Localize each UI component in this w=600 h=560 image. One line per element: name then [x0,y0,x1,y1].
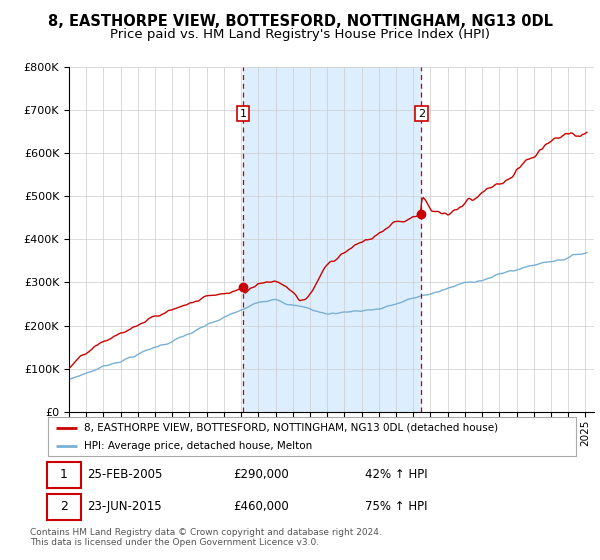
Text: 1: 1 [60,468,68,481]
Text: 8, EASTHORPE VIEW, BOTTESFORD, NOTTINGHAM, NG13 0DL (detached house): 8, EASTHORPE VIEW, BOTTESFORD, NOTTINGHA… [84,423,498,433]
FancyBboxPatch shape [47,462,81,488]
FancyBboxPatch shape [47,494,81,520]
Text: 25-FEB-2005: 25-FEB-2005 [88,468,163,481]
Text: 8, EASTHORPE VIEW, BOTTESFORD, NOTTINGHAM, NG13 0DL: 8, EASTHORPE VIEW, BOTTESFORD, NOTTINGHA… [47,14,553,29]
Text: 2: 2 [60,500,68,514]
Text: 1: 1 [239,109,247,119]
Text: 23-JUN-2015: 23-JUN-2015 [88,500,162,514]
Text: £290,000: £290,000 [233,468,289,481]
Text: Contains HM Land Registry data © Crown copyright and database right 2024.
This d: Contains HM Land Registry data © Crown c… [30,528,382,547]
Text: £460,000: £460,000 [233,500,289,514]
Text: HPI: Average price, detached house, Melton: HPI: Average price, detached house, Melt… [84,441,312,451]
Text: 2: 2 [418,109,425,119]
Text: Price paid vs. HM Land Registry's House Price Index (HPI): Price paid vs. HM Land Registry's House … [110,28,490,41]
Bar [243,67,421,412]
Text: 75% ↑ HPI: 75% ↑ HPI [365,500,427,514]
Text: 42% ↑ HPI: 42% ↑ HPI [365,468,427,481]
